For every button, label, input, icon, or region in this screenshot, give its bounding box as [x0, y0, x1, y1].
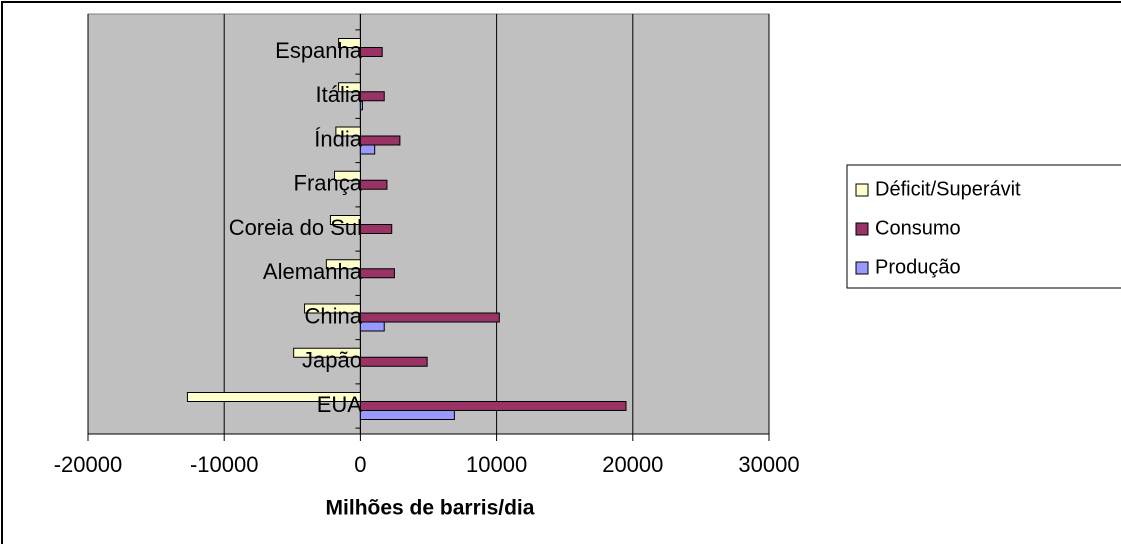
legend-box	[846, 164, 1121, 289]
bar	[359, 135, 401, 146]
legend-label: Déficit/Superávit	[875, 178, 1021, 200]
bar	[304, 303, 361, 314]
bar	[334, 170, 361, 181]
bar	[335, 126, 361, 137]
bar	[359, 321, 385, 332]
x-axis-title: Milhões de barris/dia	[326, 497, 535, 520]
bar	[325, 259, 361, 270]
y-tick-label: Coreia do Sul	[229, 215, 362, 240]
x-tick-label: 30000	[738, 452, 799, 477]
y-tick-label: EUA	[317, 392, 363, 417]
y-tick-label: Itália	[316, 82, 363, 107]
x-tick-label: -10000	[190, 452, 259, 477]
x-tick-label: 0	[354, 452, 366, 477]
bar	[359, 268, 395, 279]
bar	[338, 38, 361, 48]
y-tick-label: Japão	[302, 348, 362, 373]
x-tick-label: 20000	[602, 452, 663, 477]
bar	[293, 347, 361, 358]
bar	[329, 215, 361, 225]
bar	[359, 401, 627, 411]
y-tick-label: França	[294, 171, 363, 196]
bar	[359, 100, 363, 111]
legend-label: Consumo	[875, 217, 961, 239]
legend-swatch	[855, 261, 869, 275]
plot-area	[87, 13, 770, 435]
bar	[359, 47, 383, 57]
bar	[359, 224, 393, 234]
bar	[338, 82, 361, 93]
legend-swatch	[855, 222, 869, 236]
bar	[359, 144, 376, 155]
bar	[359, 179, 388, 190]
y-tick-label: China	[305, 303, 363, 328]
bar	[359, 356, 428, 367]
legend-label: Produção	[875, 256, 961, 278]
x-tick-label: 10000	[466, 452, 527, 477]
y-tick-label: Espanha	[275, 38, 363, 63]
x-tick-label: -20000	[54, 452, 123, 477]
y-tick-label: Índia	[314, 126, 362, 151]
y-tick-label: Alemanha	[263, 259, 363, 284]
bar	[359, 312, 500, 323]
bar	[359, 410, 455, 420]
legend-swatch	[855, 183, 869, 197]
bar	[359, 91, 385, 102]
bar	[186, 392, 361, 402]
